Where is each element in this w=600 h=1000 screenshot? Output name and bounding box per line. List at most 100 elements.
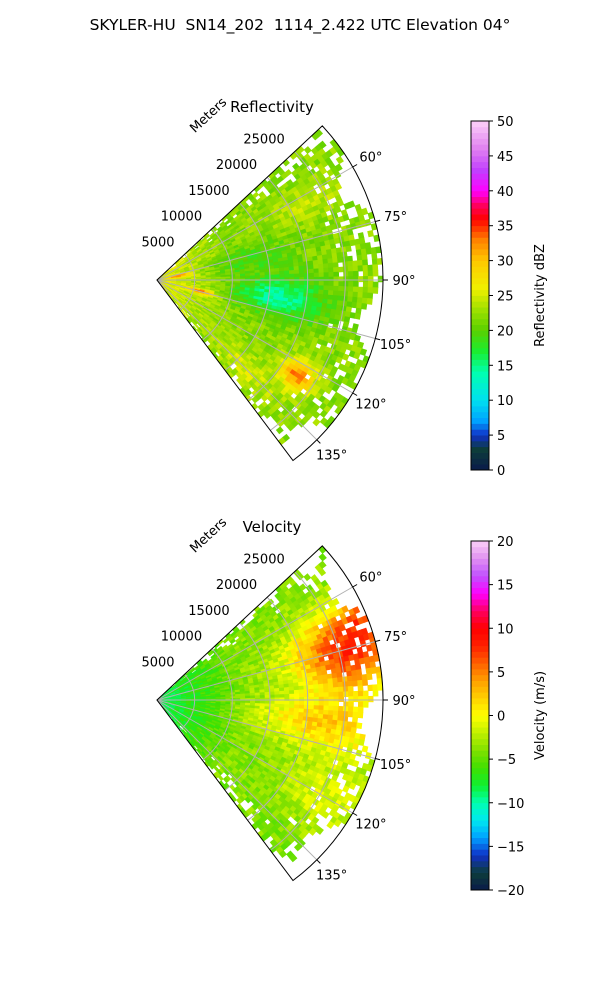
radar-cell: [293, 284, 300, 290]
radar-cell: [308, 708, 315, 715]
radar-cell: [298, 704, 305, 710]
radar-cell: [289, 273, 295, 279]
radar-cell: [332, 710, 339, 717]
radar-cell: [348, 271, 354, 278]
radar-cell: [361, 253, 368, 261]
radar-cell: [348, 281, 354, 288]
figure-title: SKYLER-HU SN14_202 1114_2.422 UTC Elevat…: [89, 16, 511, 34]
radar-cell: [289, 704, 295, 709]
colorbar-swatch: [471, 283, 489, 291]
azimuth-tick-label: 90°: [392, 274, 415, 289]
radar-cell: [332, 677, 339, 684]
colorbar-swatch: [471, 208, 489, 215]
radar-cell: [254, 275, 261, 279]
radar-cell: [333, 276, 340, 282]
colorbar-tick-label: 20: [497, 324, 514, 339]
radar-cell: [327, 682, 334, 689]
radar-cell: [284, 690, 290, 695]
radar-cell: [352, 270, 359, 277]
radar-cell: [358, 276, 364, 283]
radar-cell: [294, 273, 300, 278]
azimuth-tick-label: 105°: [380, 338, 411, 353]
radar-cell: [357, 265, 364, 272]
colorbar-swatch: [471, 237, 489, 244]
radar-cell: [367, 292, 374, 300]
radar-cell: [279, 270, 285, 275]
colorbar-swatch: [471, 184, 489, 192]
radar-cell: [264, 694, 271, 699]
radar-cell: [279, 277, 286, 282]
radar-cell: [312, 259, 319, 266]
radar-cell: [308, 704, 315, 710]
radar-cell: [279, 280, 286, 285]
azimuth-tick: [352, 392, 358, 396]
radar-cell: [313, 692, 320, 698]
radar-cell: [343, 276, 349, 283]
radar-cell: [362, 264, 369, 272]
radar-cell: [274, 280, 281, 285]
radar-cell: [264, 274, 271, 279]
colorbar-tick-label: 45: [497, 150, 514, 165]
radar-cell: [294, 693, 300, 698]
colorbar-swatch: [471, 417, 489, 424]
colorbar-tick-label: 5: [497, 429, 505, 444]
colorbar-swatch: [471, 155, 489, 163]
radar-cell: [367, 229, 374, 238]
radar-cell: [240, 695, 246, 699]
colorbar-swatch: [471, 254, 489, 261]
radar-cell: [323, 285, 330, 291]
radar-cell: [313, 276, 320, 282]
radar-cell: [366, 298, 373, 305]
range-tick-label: 25000: [243, 133, 284, 148]
radar-cell: [313, 264, 320, 270]
radar-cell: [332, 290, 339, 297]
radar-cell: [357, 286, 364, 293]
radar-cell: [337, 256, 344, 263]
radar-cell: [338, 281, 345, 287]
colorbar-swatch: [471, 336, 489, 343]
colorbar-swatch: [471, 243, 489, 250]
radar-cell: [250, 695, 256, 699]
radar-cell: [328, 276, 335, 282]
radar-cell: [308, 696, 315, 702]
colorbar-swatch: [471, 214, 489, 221]
radar-cell: [269, 277, 276, 282]
colorbar-swatch: [471, 196, 489, 203]
radar-cell: [313, 705, 320, 711]
radar-cell: [289, 700, 295, 706]
radar-cell: [284, 700, 290, 705]
radar-cell: [303, 689, 310, 694]
radar-cell: [250, 275, 256, 279]
radar-cell: [303, 146, 312, 155]
radar-cell: [303, 704, 310, 710]
radar-cell: [313, 268, 320, 274]
radar-cell: [347, 286, 354, 293]
colorbar-swatch: [471, 272, 489, 279]
radar-cell: [308, 276, 315, 282]
radar-cell: [328, 271, 335, 278]
radar-cell: [269, 691, 276, 696]
radar-cell: [289, 277, 295, 282]
colorbar-swatch: [471, 307, 489, 314]
radar-cell: [356, 254, 363, 262]
radar-cell: [245, 275, 251, 279]
radar-cell: [293, 685, 300, 691]
radar-cell: [312, 679, 319, 686]
range-tick-label: 15000: [188, 184, 229, 199]
radar-cell: [308, 692, 315, 698]
radar-cell: [327, 290, 334, 296]
radar-cell: [318, 285, 325, 291]
radar-cell: [333, 271, 340, 278]
colorbar-swatch: [471, 446, 489, 453]
radar-cell: [303, 280, 310, 286]
radar-cell: [323, 705, 330, 711]
radar-cell: [333, 266, 339, 273]
radar-cell: [323, 709, 329, 716]
colorbar-swatch: [471, 161, 489, 168]
radar-cell: [338, 285, 344, 292]
radar-cell: [250, 700, 256, 704]
colorbar-swatch: [471, 423, 489, 430]
radar-cell: [322, 678, 329, 685]
radar-cell: [304, 276, 310, 282]
radar-cell: [327, 678, 334, 684]
